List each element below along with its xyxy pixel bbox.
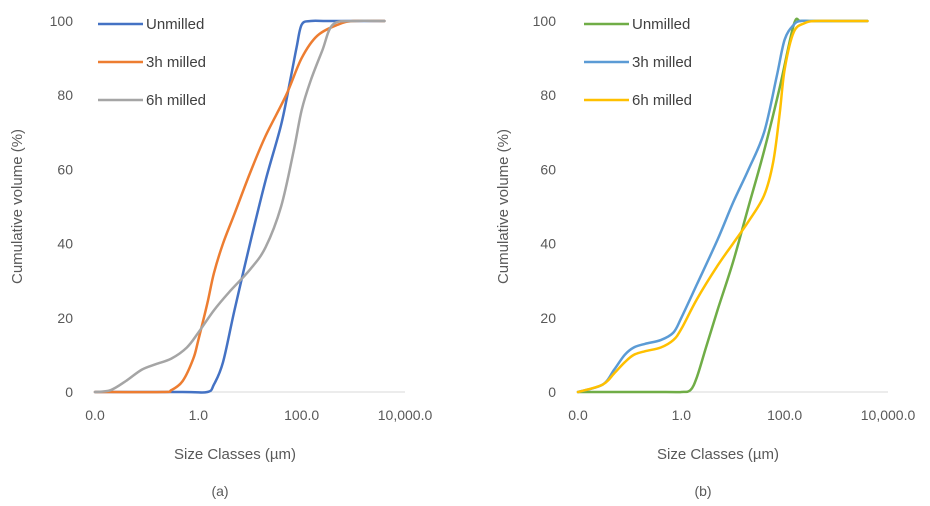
series-line-3h-milled xyxy=(93,19,386,394)
y-tick-label-100: 100 xyxy=(50,13,74,29)
x-tick-label-0-0: 0.0 xyxy=(85,407,105,423)
panel-caption: (a) xyxy=(211,483,228,499)
chart-panel-b: 0 20 40 60 80 100 0.0 1.0 100.0 10,000.0 Size Clas… xyxy=(495,13,915,499)
y-tick-label-40: 40 xyxy=(540,236,556,252)
series-line-unmilled xyxy=(93,19,386,394)
y-tick-label-100: 100 xyxy=(533,13,557,29)
y-axis-title: Cumulative volume (%) xyxy=(495,129,512,284)
legend-label-3h-milled: 3h milled xyxy=(632,54,692,71)
series-line-unmilled xyxy=(576,17,869,394)
x-tick-label-1-0: 1.0 xyxy=(672,407,692,423)
x-tick-label-100-0: 100.0 xyxy=(767,407,802,423)
x-tick-label-10-000-0: 10,000.0 xyxy=(861,407,916,423)
series-line-3h-milled xyxy=(576,19,869,394)
y-tick-label-60: 60 xyxy=(540,161,556,177)
y-axis-title: Cumulative volume (%) xyxy=(9,129,26,284)
series-line-6h-milled xyxy=(93,19,386,394)
chart-panel-a: 0 20 40 60 80 100 0.0 1.0 100.0 10,000.0 Size Clas… xyxy=(9,13,432,499)
y-tick-label-60: 60 xyxy=(57,161,73,177)
y-tick-label-40: 40 xyxy=(57,236,73,252)
x-axis-title: Size Classes (µm) xyxy=(657,446,779,463)
legend-label-unmilled: Unmilled xyxy=(632,16,690,33)
legend-label-6h-milled: 6h milled xyxy=(632,92,692,109)
y-tick-label-0: 0 xyxy=(65,384,73,400)
x-tick-label-10-000-0: 10,000.0 xyxy=(378,407,433,423)
x-tick-label-1-0: 1.0 xyxy=(189,407,209,423)
y-tick-label-80: 80 xyxy=(540,87,556,103)
y-tick-label-20: 20 xyxy=(540,310,556,326)
x-axis-title: Size Classes (µm) xyxy=(174,446,296,463)
x-tick-label-0-0: 0.0 xyxy=(568,407,588,423)
x-tick-label-100-0: 100.0 xyxy=(284,407,319,423)
y-tick-label-0: 0 xyxy=(548,384,556,400)
y-tick-label-80: 80 xyxy=(57,87,73,103)
legend-label-unmilled: Unmilled xyxy=(146,16,204,33)
series-line-6h-milled xyxy=(576,19,869,394)
y-tick-label-20: 20 xyxy=(57,310,73,326)
legend-label-6h-milled: 6h milled xyxy=(146,92,206,109)
legend-label-3h-milled: 3h milled xyxy=(146,54,206,71)
panel-caption: (b) xyxy=(694,483,711,499)
